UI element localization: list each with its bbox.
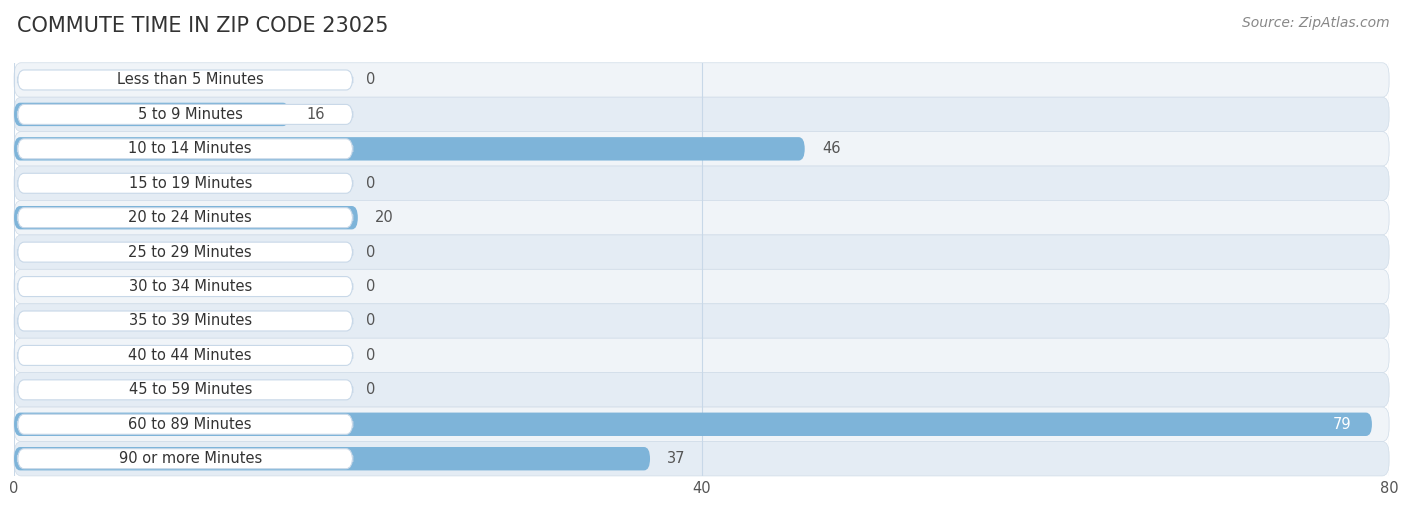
FancyBboxPatch shape bbox=[14, 447, 650, 470]
Text: 25 to 29 Minutes: 25 to 29 Minutes bbox=[128, 245, 252, 259]
Text: 0: 0 bbox=[367, 348, 375, 363]
Text: 0: 0 bbox=[367, 73, 375, 87]
Text: 60 to 89 Minutes: 60 to 89 Minutes bbox=[128, 417, 252, 432]
FancyBboxPatch shape bbox=[17, 242, 353, 262]
FancyBboxPatch shape bbox=[17, 311, 353, 331]
Text: 30 to 34 Minutes: 30 to 34 Minutes bbox=[128, 279, 252, 294]
Text: 90 or more Minutes: 90 or more Minutes bbox=[118, 451, 262, 466]
Text: 0: 0 bbox=[367, 245, 375, 259]
FancyBboxPatch shape bbox=[14, 103, 290, 126]
FancyBboxPatch shape bbox=[17, 173, 353, 194]
Text: COMMUTE TIME IN ZIP CODE 23025: COMMUTE TIME IN ZIP CODE 23025 bbox=[17, 16, 388, 36]
FancyBboxPatch shape bbox=[14, 137, 804, 161]
Text: 45 to 59 Minutes: 45 to 59 Minutes bbox=[128, 382, 252, 397]
Text: 0: 0 bbox=[367, 313, 375, 328]
FancyBboxPatch shape bbox=[17, 277, 353, 297]
FancyBboxPatch shape bbox=[17, 139, 353, 159]
FancyBboxPatch shape bbox=[17, 70, 353, 90]
FancyBboxPatch shape bbox=[14, 235, 1389, 269]
Text: 37: 37 bbox=[668, 451, 686, 466]
FancyBboxPatch shape bbox=[17, 414, 353, 434]
Text: 46: 46 bbox=[823, 141, 841, 156]
Text: 20 to 24 Minutes: 20 to 24 Minutes bbox=[128, 210, 252, 225]
FancyBboxPatch shape bbox=[14, 97, 1389, 132]
FancyBboxPatch shape bbox=[14, 441, 1389, 476]
FancyBboxPatch shape bbox=[14, 372, 1389, 407]
FancyBboxPatch shape bbox=[17, 380, 353, 400]
FancyBboxPatch shape bbox=[14, 63, 1389, 97]
FancyBboxPatch shape bbox=[17, 208, 353, 228]
FancyBboxPatch shape bbox=[14, 304, 1389, 338]
Text: 0: 0 bbox=[367, 382, 375, 397]
FancyBboxPatch shape bbox=[17, 345, 353, 366]
Text: 10 to 14 Minutes: 10 to 14 Minutes bbox=[128, 141, 252, 156]
FancyBboxPatch shape bbox=[17, 449, 353, 469]
FancyBboxPatch shape bbox=[14, 413, 1372, 436]
Text: 79: 79 bbox=[1333, 417, 1351, 432]
Text: 40 to 44 Minutes: 40 to 44 Minutes bbox=[128, 348, 252, 363]
Text: Less than 5 Minutes: Less than 5 Minutes bbox=[117, 73, 263, 87]
Text: 5 to 9 Minutes: 5 to 9 Minutes bbox=[138, 107, 243, 122]
Text: 20: 20 bbox=[375, 210, 394, 225]
Text: 35 to 39 Minutes: 35 to 39 Minutes bbox=[129, 313, 252, 328]
FancyBboxPatch shape bbox=[14, 206, 357, 230]
FancyBboxPatch shape bbox=[14, 132, 1389, 166]
FancyBboxPatch shape bbox=[14, 166, 1389, 200]
Text: 0: 0 bbox=[367, 279, 375, 294]
Text: 0: 0 bbox=[367, 176, 375, 191]
Text: Source: ZipAtlas.com: Source: ZipAtlas.com bbox=[1241, 16, 1389, 30]
FancyBboxPatch shape bbox=[14, 407, 1389, 441]
Text: 15 to 19 Minutes: 15 to 19 Minutes bbox=[128, 176, 252, 191]
FancyBboxPatch shape bbox=[14, 200, 1389, 235]
FancyBboxPatch shape bbox=[14, 269, 1389, 304]
Text: 16: 16 bbox=[307, 107, 325, 122]
FancyBboxPatch shape bbox=[14, 338, 1389, 372]
FancyBboxPatch shape bbox=[17, 105, 353, 124]
